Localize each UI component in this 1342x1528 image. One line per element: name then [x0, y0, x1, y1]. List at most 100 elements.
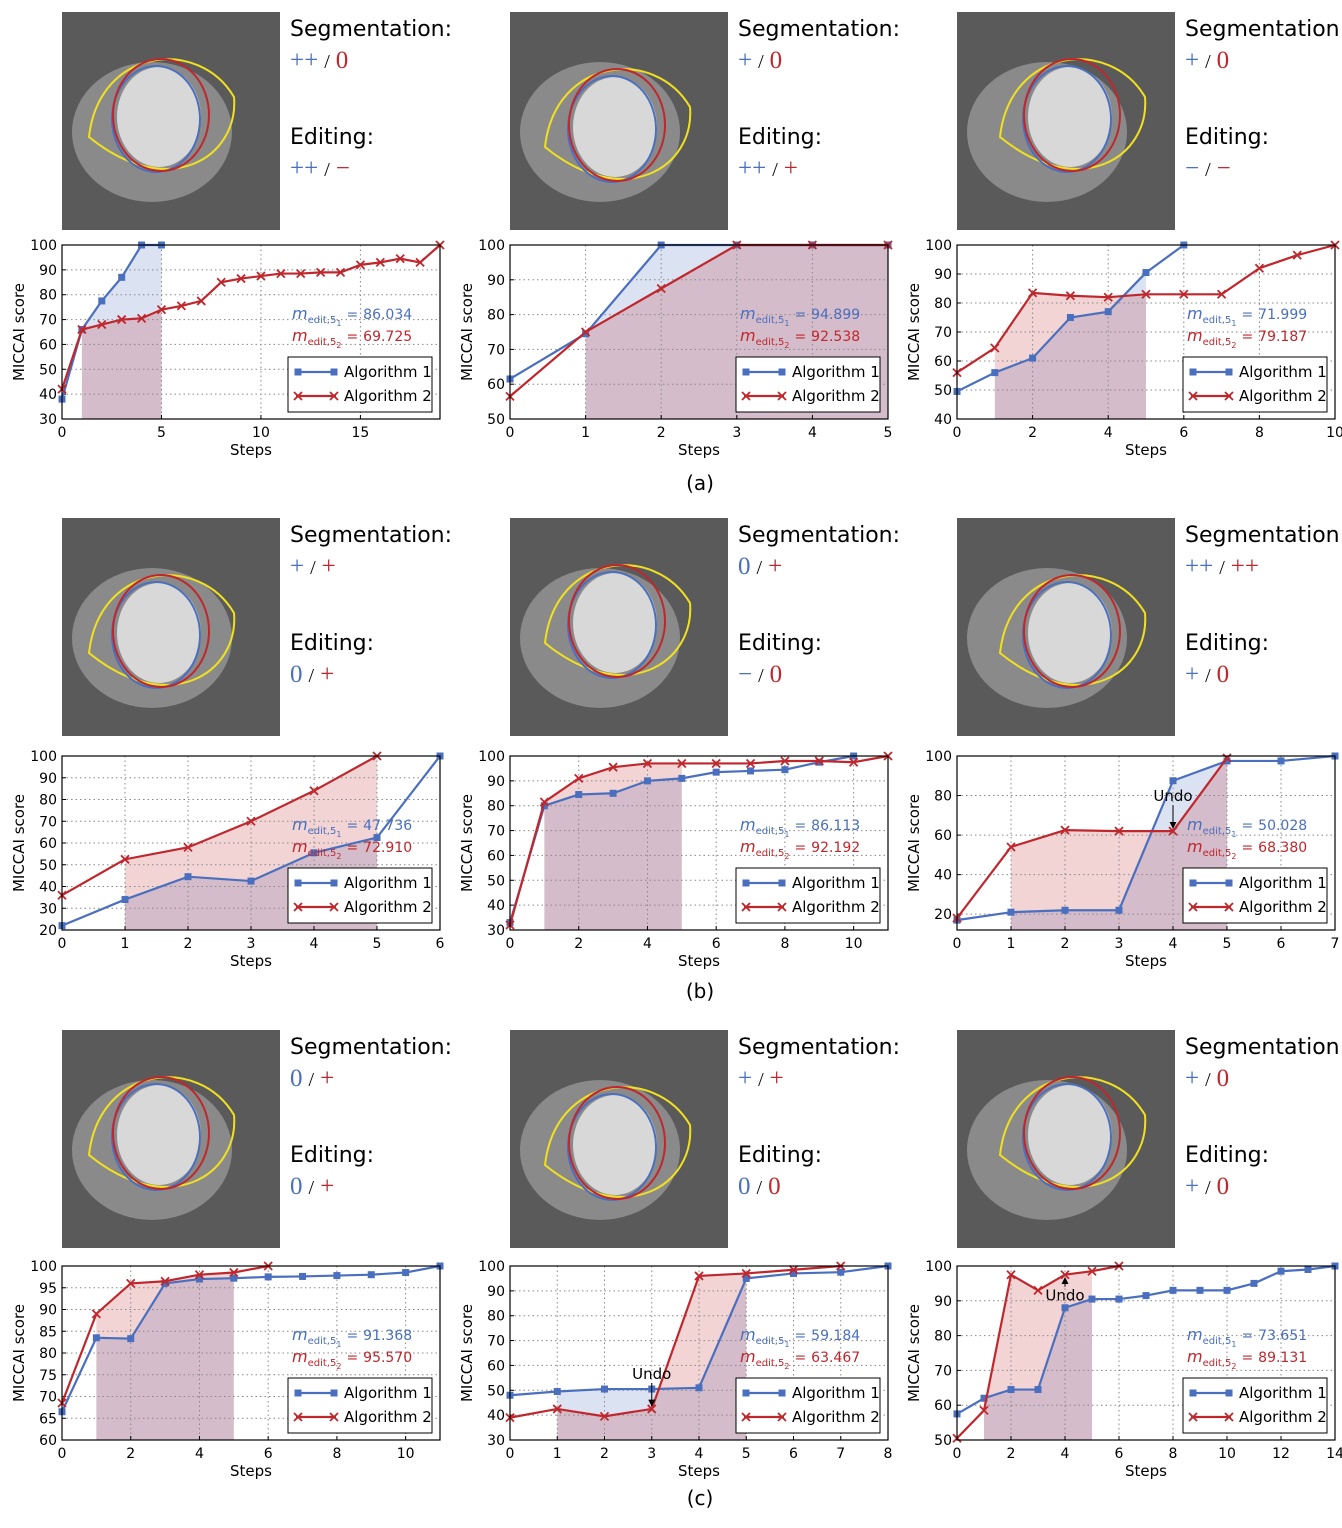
x-tick-label: 10: [1326, 425, 1342, 441]
legend-label: Algorithm 2: [792, 387, 880, 405]
score-symbol: m: [292, 837, 308, 856]
score-subscript: edit,5: [756, 1358, 785, 1369]
marker: [1062, 1304, 1069, 1311]
score-value: 95.570: [363, 1350, 412, 1366]
annotation: Undo: [632, 1365, 671, 1383]
y-tick-label: 100: [478, 749, 505, 765]
rating-algorithm-2: 0: [768, 1173, 781, 1200]
score-symbol: m: [1187, 815, 1203, 834]
y-tick-label: 70: [39, 814, 57, 830]
legend-label: Algorithm 1: [1239, 874, 1327, 892]
separator: /: [324, 51, 330, 73]
marker: [575, 791, 582, 798]
y-tick-label: 60: [934, 828, 952, 844]
separator: /: [772, 159, 778, 181]
editing-rating: −/0: [738, 661, 782, 688]
y-tick-label: 30: [487, 1433, 505, 1449]
rating-algorithm-2: 0: [1217, 1173, 1230, 1200]
editing-rating: 0/+: [290, 661, 334, 688]
y-tick-label: 50: [934, 1433, 952, 1449]
rating-algorithm-1: +: [1185, 1065, 1199, 1092]
y-tick-label: 100: [478, 238, 505, 254]
score-subscript: edit,5: [308, 337, 337, 348]
score-value: 72.910: [363, 840, 412, 856]
rating-algorithm-2: −: [1217, 155, 1231, 182]
y-tick-label: 90: [39, 771, 57, 787]
y-tick-label: 90: [39, 1303, 57, 1319]
score-value: 92.538: [811, 329, 860, 345]
x-tick-label: 8: [780, 936, 789, 952]
y-tick-label: 40: [39, 387, 57, 403]
marker: [333, 1272, 340, 1279]
y-tick-label: 50: [39, 858, 57, 874]
x-tick-label: 0: [58, 1446, 67, 1462]
score-relation: =: [346, 1328, 358, 1344]
score-relation: =: [1241, 1350, 1253, 1366]
y-tick-label: 80: [39, 1346, 57, 1362]
marker: [1008, 909, 1015, 916]
legend-marker: [1190, 1390, 1197, 1397]
y-tick-label: 80: [39, 793, 57, 809]
rating-algorithm-1: −: [738, 661, 752, 688]
separator: /: [310, 557, 316, 579]
y-tick-label: 70: [934, 1363, 952, 1379]
segmentation-label: Segmentation:: [290, 1035, 452, 1060]
rating-algorithm-2: 0: [1217, 47, 1230, 74]
x-tick-label: 6: [436, 936, 445, 952]
x-tick-label: 3: [732, 425, 741, 441]
score-symbol: m: [740, 1325, 756, 1344]
x-tick-label: 5: [884, 425, 893, 441]
y-tick-label: 75: [39, 1368, 57, 1384]
marker: [402, 1269, 409, 1276]
x-tick-label: 5: [742, 1446, 751, 1462]
ct-image: [62, 1030, 280, 1248]
y-tick-label: 90: [39, 263, 57, 279]
y-tick-label: 40: [934, 412, 952, 428]
rating-algorithm-1: 0: [290, 1065, 303, 1092]
separator: /: [1219, 557, 1225, 579]
x-tick-label: 10: [1218, 1446, 1236, 1462]
ct-image: [957, 1030, 1175, 1248]
score-index: 1: [784, 319, 789, 328]
x-tick-label: 4: [643, 936, 652, 952]
segmentation-rating: +/0: [738, 47, 782, 74]
score-subscript: edit,5: [308, 1336, 337, 1347]
separator: /: [1205, 159, 1211, 181]
legend-label: Algorithm 2: [344, 898, 432, 916]
marker: [122, 896, 129, 903]
y-tick-label: 65: [39, 1411, 57, 1427]
score-subscript: edit,5: [756, 1336, 785, 1347]
annotation: Undo: [1045, 1287, 1084, 1305]
score-index: 2: [1231, 852, 1236, 861]
score-relation: =: [346, 818, 358, 834]
x-tick-label: 6: [1115, 1446, 1124, 1462]
score-value: 68.380: [1258, 840, 1307, 856]
segmentation-rating: +/0: [1185, 47, 1229, 74]
y-tick-label: 80: [934, 296, 952, 312]
x-axis-label: Steps: [678, 1462, 720, 1480]
y-axis-label: MICCAI score: [458, 1304, 476, 1402]
marker: [644, 777, 651, 784]
rating-algorithm-1: −: [1185, 155, 1199, 182]
score-index: 2: [336, 341, 341, 350]
score-value: 71.999: [1258, 307, 1307, 323]
marker: [98, 297, 105, 304]
rating-algorithm-2: +: [320, 1173, 334, 1200]
marker: [678, 775, 685, 782]
x-tick-label: 1: [121, 936, 130, 952]
y-axis-label: MICCAI score: [458, 283, 476, 381]
score-subscript: edit,5: [1203, 826, 1232, 837]
score-relation: =: [1241, 840, 1253, 856]
x-tick-label: 2: [1007, 1446, 1016, 1462]
rating-algorithm-1: +: [1185, 661, 1199, 688]
y-tick-label: 90: [934, 1294, 952, 1310]
score-symbol: m: [740, 815, 756, 834]
marker: [118, 274, 125, 281]
marker: [1008, 1386, 1015, 1393]
x-tick-label: 10: [252, 425, 270, 441]
x-tick-label: 0: [506, 936, 515, 952]
segmentation-rating: +/0: [1185, 1065, 1229, 1092]
marker: [601, 1386, 608, 1393]
x-tick-label: 1: [553, 1446, 562, 1462]
x-tick-label: 0: [953, 425, 962, 441]
